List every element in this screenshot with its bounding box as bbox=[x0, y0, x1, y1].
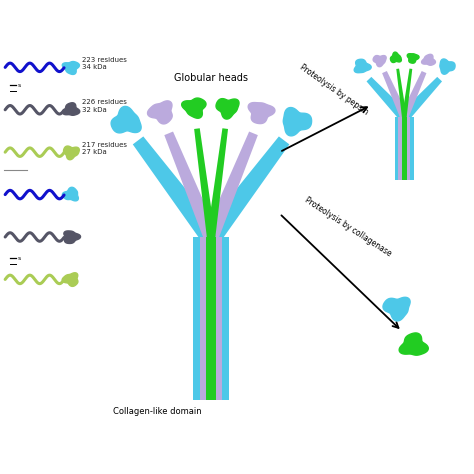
Polygon shape bbox=[366, 77, 409, 121]
Polygon shape bbox=[63, 103, 80, 115]
Polygon shape bbox=[383, 297, 410, 321]
Polygon shape bbox=[440, 59, 455, 74]
Text: 217 residues
27 kDa: 217 residues 27 kDa bbox=[82, 142, 128, 155]
Polygon shape bbox=[64, 146, 79, 160]
Polygon shape bbox=[203, 137, 290, 243]
Polygon shape bbox=[62, 273, 78, 286]
Polygon shape bbox=[421, 55, 436, 65]
Polygon shape bbox=[133, 137, 219, 243]
Text: Globular heads: Globular heads bbox=[174, 73, 248, 83]
Polygon shape bbox=[373, 55, 386, 67]
Polygon shape bbox=[248, 102, 275, 124]
Polygon shape bbox=[398, 117, 410, 181]
Polygon shape bbox=[193, 237, 229, 400]
Polygon shape bbox=[207, 128, 228, 237]
Polygon shape bbox=[204, 132, 258, 240]
Polygon shape bbox=[216, 99, 239, 119]
Polygon shape bbox=[164, 132, 218, 240]
Text: s: s bbox=[18, 255, 21, 261]
Text: Proteolysis by collagenase: Proteolysis by collagenase bbox=[303, 195, 393, 258]
Polygon shape bbox=[402, 69, 412, 117]
Polygon shape bbox=[396, 69, 407, 117]
Polygon shape bbox=[182, 98, 206, 118]
Polygon shape bbox=[62, 62, 80, 74]
Polygon shape bbox=[354, 59, 371, 73]
Polygon shape bbox=[391, 52, 401, 63]
Polygon shape bbox=[147, 101, 172, 124]
Polygon shape bbox=[399, 333, 428, 355]
Polygon shape bbox=[64, 231, 81, 244]
Polygon shape bbox=[206, 237, 216, 400]
Text: Proteolysis by pepsin: Proteolysis by pepsin bbox=[298, 63, 369, 117]
Polygon shape bbox=[382, 71, 408, 118]
Polygon shape bbox=[283, 108, 311, 136]
Polygon shape bbox=[200, 237, 222, 400]
Polygon shape bbox=[194, 128, 215, 237]
Text: 223 residues
34 kDa: 223 residues 34 kDa bbox=[82, 57, 128, 70]
Polygon shape bbox=[402, 117, 407, 181]
Text: Collagen-like domain: Collagen-like domain bbox=[113, 407, 201, 416]
Text: 226 residues
32 kDa: 226 residues 32 kDa bbox=[82, 99, 128, 113]
Polygon shape bbox=[401, 71, 427, 118]
Polygon shape bbox=[395, 117, 414, 181]
Polygon shape bbox=[111, 106, 141, 133]
Polygon shape bbox=[407, 54, 419, 63]
Polygon shape bbox=[400, 77, 442, 121]
Polygon shape bbox=[63, 187, 78, 201]
Text: s: s bbox=[18, 82, 21, 88]
